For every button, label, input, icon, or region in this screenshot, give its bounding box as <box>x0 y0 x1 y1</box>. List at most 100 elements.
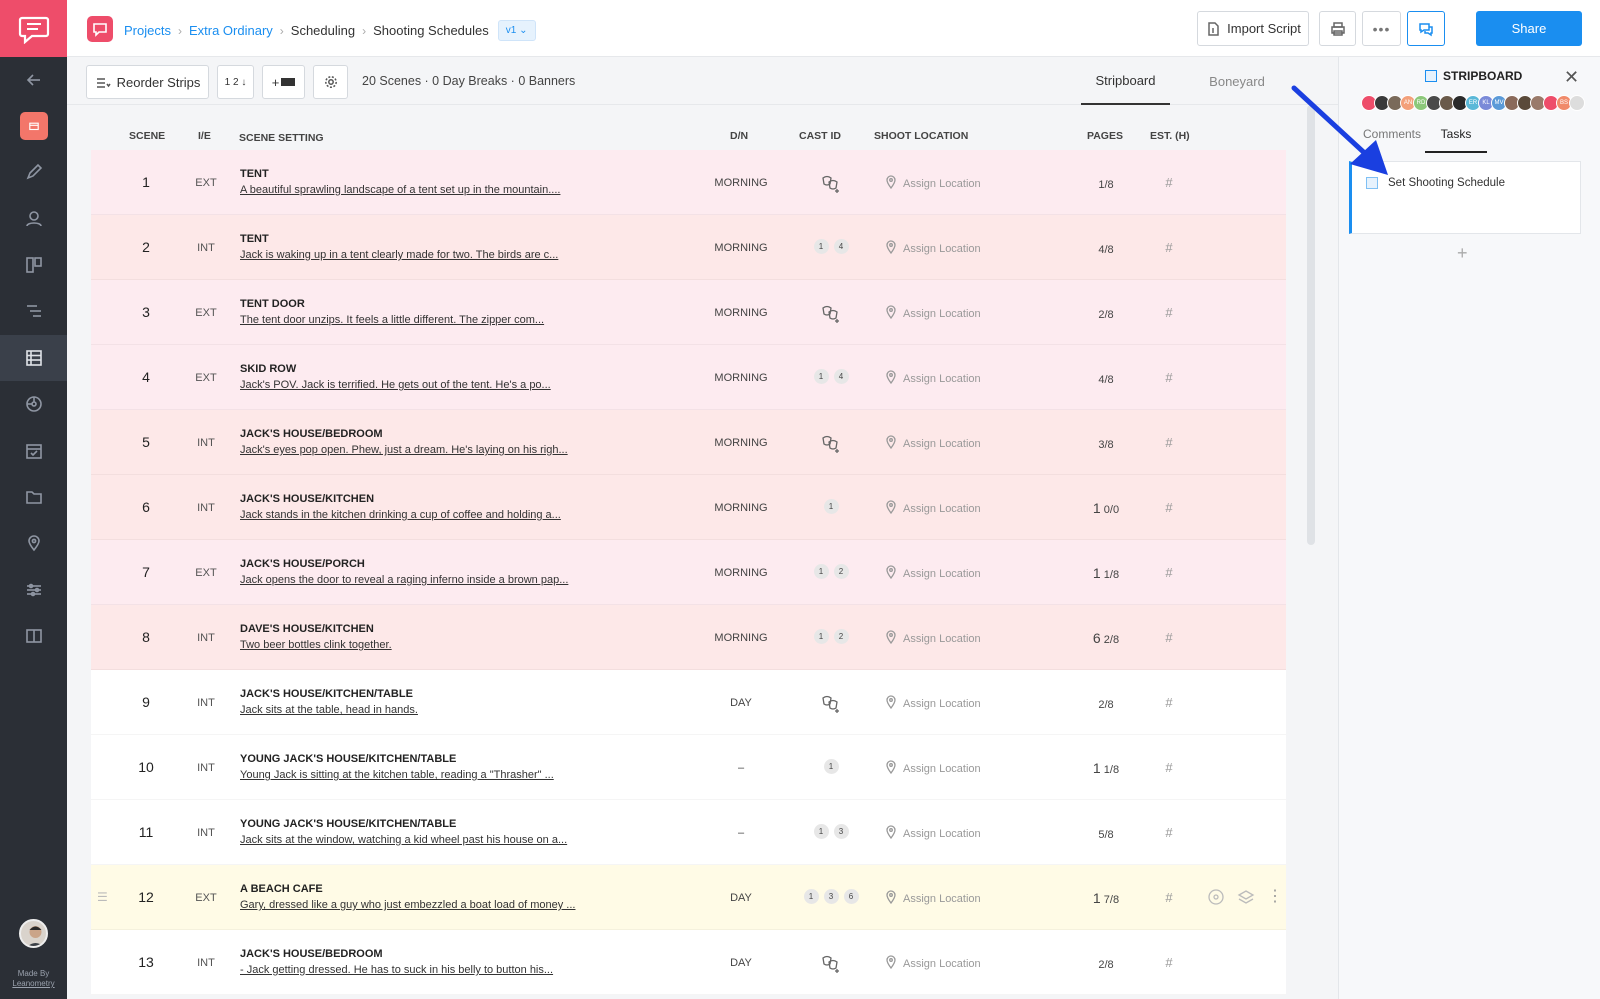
strip-row[interactable]: 1 EXT TENT A beautiful sprawling landscape … <box>91 150 1286 215</box>
strip-row[interactable]: 6 INT JACK'S HOUSE/KITCHEN Jack stands in t… <box>91 475 1286 540</box>
strip-row[interactable]: 4 EXT SKID ROW Jack's POV. Jack is terrifie… <box>91 345 1286 410</box>
comments-toggle-button[interactable] <box>1407 11 1445 46</box>
book-icon[interactable] <box>0 613 67 659</box>
film-reel-icon[interactable] <box>0 381 67 427</box>
cast-id-chip[interactable]: 1 <box>823 499 839 514</box>
strip-row[interactable]: 7 EXT JACK'S HOUSE/PORCH Jack opens the doo… <box>91 540 1286 605</box>
project-home-icon[interactable] <box>0 103 67 149</box>
tab-stripboard[interactable]: Stripboard <box>1081 57 1170 105</box>
column-est-hours[interactable]: EST. (H) <box>1150 130 1190 142</box>
scene-description-link[interactable]: Jack opens the door to reveal a raging i… <box>240 574 569 586</box>
cast-id-chip[interactable]: 6 <box>843 889 859 904</box>
est-hours-input[interactable]: # <box>1165 305 1173 320</box>
strip-row[interactable]: 13 INT JACK'S HOUSE/BEDROOM - Jack getting … <box>91 930 1286 995</box>
reorder-strips-button[interactable]: Reorder Strips <box>86 65 209 99</box>
cast-id-chip[interactable]: 4 <box>833 369 849 384</box>
column-scene[interactable]: SCENE <box>129 130 166 142</box>
est-hours-input[interactable]: # <box>1165 695 1173 710</box>
scene-description-link[interactable]: Young Jack is sitting at the kitchen tab… <box>240 769 554 781</box>
location-pin-icon[interactable] <box>0 520 67 566</box>
breadcrumb-section[interactable]: Scheduling <box>290 23 356 38</box>
assign-location-button[interactable]: Assign Location <box>885 500 981 517</box>
scene-description-link[interactable]: Jack sits at the window, watching a kid … <box>240 834 568 846</box>
assign-location-button[interactable]: Assign Location <box>885 630 981 647</box>
layers-icon[interactable] <box>1237 888 1255 906</box>
close-icon[interactable]: ✕ <box>1564 67 1580 87</box>
cast-id-chip[interactable]: 1 <box>813 564 829 579</box>
project-chat-icon[interactable] <box>87 16 113 42</box>
assign-location-button[interactable]: Assign Location <box>885 305 981 322</box>
scene-description-link[interactable]: - Jack getting dressed. He has to suck i… <box>240 964 554 976</box>
scrollbar[interactable] <box>1307 105 1315 545</box>
assign-location-button[interactable]: Assign Location <box>885 240 981 257</box>
stripboard-icon[interactable] <box>0 335 67 381</box>
collaborator-avatar[interactable]: ER <box>1465 95 1481 111</box>
shotlist-icon[interactable] <box>0 288 67 334</box>
column-ie[interactable]: I/E <box>198 130 211 142</box>
cast-id-chip[interactable]: 1 <box>823 759 839 774</box>
import-script-button[interactable]: Import Script <box>1197 11 1309 46</box>
cast-id-chip[interactable]: 2 <box>833 564 849 579</box>
add-cast-icon[interactable] <box>820 694 842 714</box>
scene-description-link[interactable]: Jack's POV. Jack is terrified. He gets o… <box>240 379 551 391</box>
strip-row[interactable]: 5 INT JACK'S HOUSE/BEDROOM Jack's eyes pop … <box>91 410 1286 475</box>
scene-description-link[interactable]: The tent door unzips. It feels a little … <box>240 314 545 326</box>
task-card[interactable]: Set Shooting Schedule <box>1349 161 1581 234</box>
storyboard-icon[interactable] <box>0 242 67 288</box>
strip-row[interactable]: 3 EXT TENT DOOR The tent door unzips. It fe… <box>91 280 1286 345</box>
scene-description-link[interactable]: Two beer bottles clink together. <box>240 639 392 651</box>
add-banner-button[interactable]: + <box>262 65 305 99</box>
est-hours-input[interactable]: # <box>1165 890 1173 905</box>
column-dn[interactable]: D/N <box>730 130 749 142</box>
cast-id-chip[interactable]: 2 <box>833 629 849 644</box>
add-cast-icon[interactable] <box>820 304 842 324</box>
more-options-button[interactable]: ••• <box>1362 11 1401 46</box>
est-hours-input[interactable]: # <box>1165 435 1173 450</box>
film-reel-icon[interactable] <box>1207 888 1225 906</box>
strip-row[interactable]: 9 INT JACK'S HOUSE/KITCHEN/TABLE Jack sits … <box>91 670 1286 735</box>
cast-id-chip[interactable]: 1 <box>813 824 829 839</box>
est-hours-input[interactable]: # <box>1165 955 1173 970</box>
strip-row[interactable]: 11 INT YOUNG JACK'S HOUSE/KITCHEN/TABLE Jac… <box>91 800 1286 865</box>
assign-location-button[interactable]: Assign Location <box>885 890 981 907</box>
user-icon[interactable] <box>0 196 67 242</box>
cast-id-chip[interactable]: 3 <box>833 824 849 839</box>
add-cast-icon[interactable] <box>820 174 842 194</box>
assign-location-button[interactable]: Assign Location <box>885 955 981 972</box>
scene-description-link[interactable]: Jack is waking up in a tent clearly made… <box>240 249 559 261</box>
version-select[interactable]: v1 ⌄ <box>497 20 536 41</box>
settings-sliders-icon[interactable] <box>0 567 67 613</box>
breadcrumb-project-name[interactable]: Extra Ordinary <box>188 23 273 38</box>
drag-handle-icon[interactable]: ☰ <box>97 890 108 904</box>
est-hours-input[interactable]: # <box>1165 630 1173 645</box>
pencil-icon[interactable] <box>0 149 67 195</box>
column-pages[interactable]: PAGES <box>1087 130 1123 142</box>
est-hours-input[interactable]: # <box>1165 760 1173 775</box>
assign-location-button[interactable]: Assign Location <box>885 175 981 192</box>
share-button[interactable]: Share <box>1476 11 1582 46</box>
est-hours-input[interactable]: # <box>1165 825 1173 840</box>
assign-location-button[interactable]: Assign Location <box>885 760 981 777</box>
strip-row[interactable]: 10 INT YOUNG JACK'S HOUSE/KITCHEN/TABLE You… <box>91 735 1286 800</box>
tab-boneyard[interactable]: Boneyard <box>1209 73 1265 89</box>
assign-location-button[interactable]: Assign Location <box>885 695 981 712</box>
cast-id-chip[interactable]: 1 <box>813 239 829 254</box>
cast-id-chip[interactable]: 4 <box>833 239 849 254</box>
scene-description-link[interactable]: Jack's eyes pop open. Phew, just a dream… <box>240 444 568 456</box>
add-cast-icon[interactable] <box>820 954 842 974</box>
column-scene-setting[interactable]: SCENE SETTING <box>239 132 324 144</box>
est-hours-input[interactable]: # <box>1165 240 1173 255</box>
cast-id-chip[interactable]: 1 <box>813 369 829 384</box>
strip-row[interactable]: 8 INT DAVE'S HOUSE/KITCHEN Two beer bottles… <box>91 605 1286 670</box>
collaborator-avatar[interactable]: BS <box>1556 95 1572 111</box>
kebab-menu-icon[interactable]: ⋮ <box>1267 888 1283 905</box>
add-cast-icon[interactable] <box>820 434 842 454</box>
assign-location-button[interactable]: Assign Location <box>885 370 981 387</box>
cast-id-chip[interactable]: 1 <box>813 629 829 644</box>
sort-button[interactable]: 1 2 ↓ <box>217 65 254 99</box>
cast-id-chip[interactable]: 1 <box>803 889 819 904</box>
strip-row[interactable]: 2 INT TENT Jack is waking up in a tent clea… <box>91 215 1286 280</box>
assign-location-button[interactable]: Assign Location <box>885 565 981 582</box>
breadcrumb-projects[interactable]: Projects <box>124 23 171 38</box>
settings-button[interactable] <box>313 65 348 99</box>
